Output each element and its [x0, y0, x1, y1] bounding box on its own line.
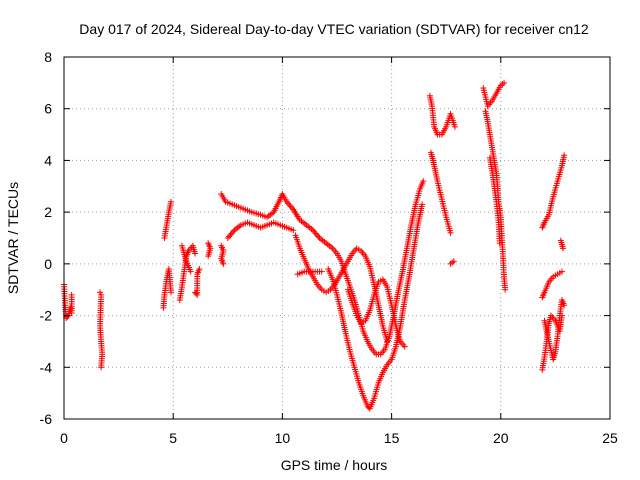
- y-axis-label: SDTVAR / TECUs: [5, 182, 21, 294]
- data-point: [196, 266, 203, 273]
- data-point: [450, 258, 457, 265]
- data-point: [168, 198, 175, 205]
- data-point: [561, 152, 568, 159]
- y-tick-labels: -6 -4 -2 0 2 4 6 8: [40, 49, 53, 427]
- data-point: [558, 268, 565, 275]
- y-tick-label: 2: [44, 204, 52, 220]
- data-point: [419, 201, 426, 208]
- data-point: [168, 289, 175, 296]
- data-point: [447, 229, 454, 236]
- x-axis-label: GPS time / hours: [281, 457, 388, 473]
- x-tick-label: 5: [169, 430, 177, 446]
- data-point: [496, 240, 503, 247]
- data-point: [502, 286, 509, 293]
- y-tick-label: -2: [40, 308, 53, 324]
- data-point: [420, 178, 427, 185]
- data-point: [64, 313, 71, 320]
- y-tick-label: 0: [44, 256, 52, 272]
- data-point: [451, 123, 458, 130]
- data-point: [193, 290, 200, 297]
- data-point: [205, 253, 212, 260]
- axis-ticks: [63, 56, 611, 420]
- x-tick-label: 10: [275, 430, 291, 446]
- data-point: [401, 343, 408, 350]
- x-tick-label: 0: [60, 430, 68, 446]
- data-markers: [61, 79, 568, 412]
- x-tick-label: 15: [384, 430, 400, 446]
- data-point: [187, 268, 194, 275]
- y-tick-label: 8: [44, 49, 52, 65]
- data-point: [98, 364, 105, 371]
- data-point: [384, 338, 391, 345]
- y-tick-label: -4: [40, 359, 53, 375]
- data-point: [560, 245, 567, 252]
- x-tick-labels: 0 5 10 15 20 25: [60, 430, 618, 446]
- y-tick-label: 4: [44, 152, 52, 168]
- data-point: [220, 260, 227, 267]
- y-tick-label: -6: [40, 411, 53, 427]
- data-point: [192, 250, 199, 257]
- y-tick-label: 6: [44, 101, 52, 117]
- x-tick-label: 20: [493, 430, 509, 446]
- chart-title: Day 017 of 2024, Sidereal Day-to-day VTE…: [79, 21, 589, 37]
- plot-frame: [63, 56, 611, 420]
- data-point: [97, 289, 104, 296]
- data-point: [318, 268, 325, 275]
- x-tick-label: 25: [602, 430, 618, 446]
- data-point: [290, 227, 297, 234]
- data-point: [561, 302, 568, 309]
- data-point: [68, 309, 75, 316]
- data-point: [501, 79, 508, 86]
